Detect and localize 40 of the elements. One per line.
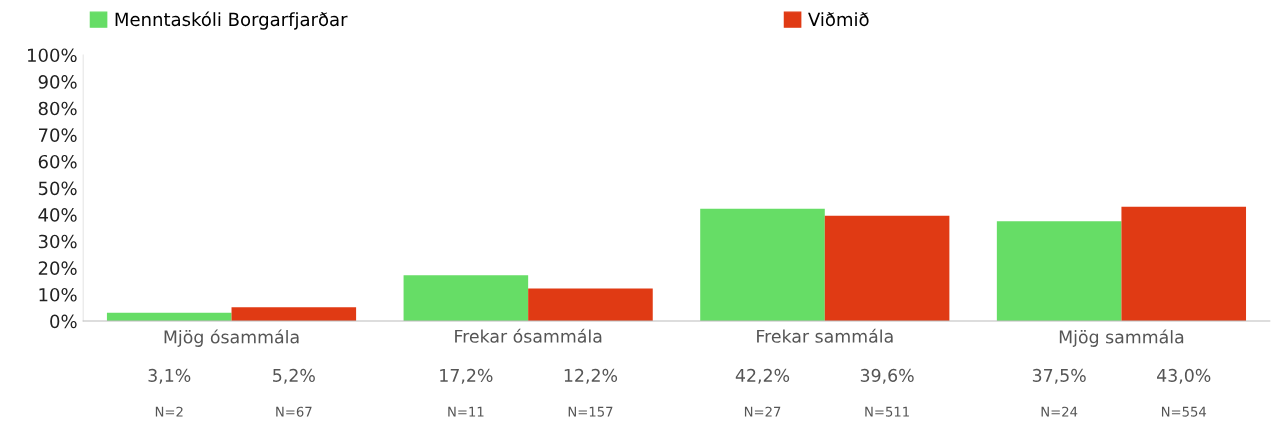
legend-label: Viðmið xyxy=(808,12,869,27)
bar xyxy=(528,288,653,322)
text: N=24 xyxy=(1041,406,1078,417)
text: N=27 xyxy=(744,406,781,417)
text: N=554 xyxy=(1161,406,1207,417)
x-tick-label: Mjög ósammála xyxy=(164,329,299,347)
data-label: 5,2% xyxy=(273,368,315,384)
data-label: 43,0% xyxy=(1157,368,1211,384)
data-label: 42,2% xyxy=(735,368,790,384)
y-tick-label: 40% xyxy=(38,208,77,222)
y-tick-label: 70% xyxy=(38,128,77,142)
y-tick-label: 100% xyxy=(28,48,77,63)
y-tick-label: 0% xyxy=(50,314,77,329)
bar xyxy=(824,215,950,322)
legend-label: Menntaskóli Borgarfjarðar xyxy=(115,11,348,30)
text: N=157 xyxy=(568,406,613,417)
data-label: 39,6% xyxy=(860,368,914,384)
x-tick-label: Frekar ósammála xyxy=(455,328,602,343)
y-tick-label: 60% xyxy=(38,154,77,169)
bar xyxy=(996,221,1122,322)
y-tick-label: 50% xyxy=(38,181,77,196)
text: N=11 xyxy=(448,406,484,417)
data-label: 12,2% xyxy=(564,368,618,384)
y-tick-label: 10% xyxy=(39,287,77,302)
data-label: 3,1% xyxy=(148,368,191,384)
data-label: 37,5% xyxy=(1032,368,1086,384)
x-tick-label: Mjög sammála xyxy=(1059,329,1184,347)
y-tick-label: 20% xyxy=(38,261,77,275)
y-tick-label: 90% xyxy=(38,75,77,89)
text: N=67 xyxy=(276,406,312,417)
x-tick-label: Frekar sammála xyxy=(757,328,893,343)
bar xyxy=(1121,206,1247,322)
bar xyxy=(231,307,357,322)
bar xyxy=(403,275,529,322)
bar xyxy=(700,208,825,322)
text: N=2 xyxy=(155,406,183,417)
y-tick-label: 80% xyxy=(38,101,77,116)
data-label: 17,2% xyxy=(440,368,493,384)
text: N=511 xyxy=(865,406,909,417)
y-tick-label: 30% xyxy=(38,234,77,249)
